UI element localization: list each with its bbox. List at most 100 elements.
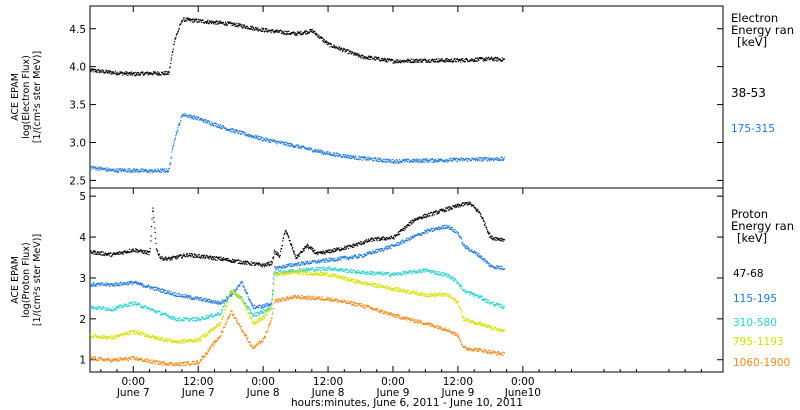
data-point bbox=[489, 265, 492, 267]
data-point bbox=[195, 317, 197, 319]
data-point bbox=[264, 30, 266, 32]
data-point bbox=[476, 254, 478, 256]
data-point bbox=[145, 286, 147, 288]
data-point bbox=[157, 253, 159, 255]
data-point bbox=[125, 252, 128, 254]
data-point bbox=[135, 169, 137, 171]
data-point bbox=[244, 131, 247, 134]
data-point bbox=[352, 155, 354, 157]
data-point bbox=[357, 269, 359, 272]
data-point bbox=[201, 257, 203, 259]
data-point bbox=[377, 272, 379, 274]
data-point bbox=[424, 216, 426, 219]
data-point bbox=[467, 59, 469, 61]
data-point bbox=[366, 252, 368, 254]
data-point bbox=[355, 257, 357, 259]
data-point bbox=[189, 295, 191, 297]
data-point bbox=[480, 157, 482, 159]
data-point bbox=[115, 74, 117, 76]
data-point bbox=[325, 41, 328, 43]
data-point bbox=[210, 124, 212, 126]
data-point bbox=[333, 260, 335, 262]
data-point bbox=[459, 204, 461, 206]
data-point bbox=[320, 151, 322, 153]
data-point bbox=[396, 61, 398, 63]
data-point bbox=[283, 234, 285, 236]
data-point bbox=[202, 119, 204, 121]
data-point bbox=[385, 161, 387, 163]
data-point bbox=[347, 257, 349, 259]
data-point bbox=[314, 249, 316, 251]
data-point bbox=[409, 61, 411, 63]
data-point bbox=[187, 254, 189, 256]
data-point bbox=[261, 305, 263, 307]
data-point bbox=[238, 284, 241, 286]
data-point bbox=[495, 267, 497, 269]
data-point bbox=[211, 124, 213, 126]
data-point bbox=[410, 62, 412, 64]
data-point bbox=[483, 258, 486, 260]
data-point bbox=[345, 258, 347, 260]
data-point bbox=[111, 283, 113, 285]
data-point bbox=[339, 155, 341, 157]
data-point bbox=[414, 272, 416, 274]
data-point bbox=[311, 148, 313, 150]
data-point bbox=[169, 315, 171, 318]
data-point bbox=[222, 258, 224, 260]
data-point bbox=[193, 118, 195, 120]
data-point bbox=[302, 32, 304, 34]
data-point bbox=[480, 58, 482, 60]
data-point bbox=[179, 24, 181, 26]
data-point bbox=[279, 254, 281, 256]
data-point bbox=[381, 249, 383, 251]
data-point bbox=[146, 170, 148, 173]
data-point bbox=[193, 19, 195, 21]
data-point bbox=[358, 156, 360, 158]
data-point bbox=[481, 255, 483, 257]
data-point bbox=[332, 259, 334, 261]
data-point bbox=[225, 129, 228, 131]
data-point bbox=[109, 169, 112, 171]
data-point bbox=[165, 73, 167, 75]
data-point bbox=[350, 269, 352, 271]
data-point bbox=[282, 240, 284, 242]
data-point bbox=[193, 298, 196, 300]
data-point bbox=[303, 31, 305, 33]
data-point bbox=[136, 74, 138, 76]
data-point bbox=[474, 60, 476, 62]
data-point bbox=[311, 269, 313, 271]
data-point bbox=[315, 33, 318, 35]
data-point bbox=[375, 251, 377, 254]
data-point bbox=[240, 263, 242, 265]
data-point bbox=[198, 297, 200, 299]
data-point bbox=[353, 156, 355, 158]
data-point bbox=[478, 59, 480, 61]
data-point bbox=[255, 306, 257, 309]
data-point bbox=[222, 309, 224, 311]
data-point bbox=[167, 169, 169, 171]
data-point bbox=[97, 251, 99, 253]
data-point bbox=[227, 21, 229, 23]
data-point bbox=[371, 158, 373, 160]
data-point bbox=[302, 249, 305, 251]
data-point bbox=[133, 331, 135, 333]
data-point bbox=[167, 292, 170, 294]
data-point bbox=[379, 271, 381, 273]
data-point bbox=[123, 305, 125, 308]
data-point bbox=[112, 338, 114, 340]
data-point bbox=[326, 250, 328, 252]
data-point bbox=[341, 155, 343, 158]
data-point bbox=[193, 254, 196, 256]
data-point bbox=[352, 243, 354, 245]
data-point bbox=[457, 233, 459, 235]
electron-series-1 bbox=[90, 112, 505, 174]
data-point bbox=[408, 222, 410, 224]
data-point bbox=[372, 159, 374, 161]
data-point bbox=[286, 232, 288, 234]
data-point bbox=[131, 251, 133, 253]
data-point bbox=[341, 269, 344, 271]
data-point bbox=[445, 58, 447, 60]
data-point bbox=[337, 260, 339, 262]
data-point bbox=[162, 291, 164, 294]
data-point bbox=[496, 237, 498, 239]
